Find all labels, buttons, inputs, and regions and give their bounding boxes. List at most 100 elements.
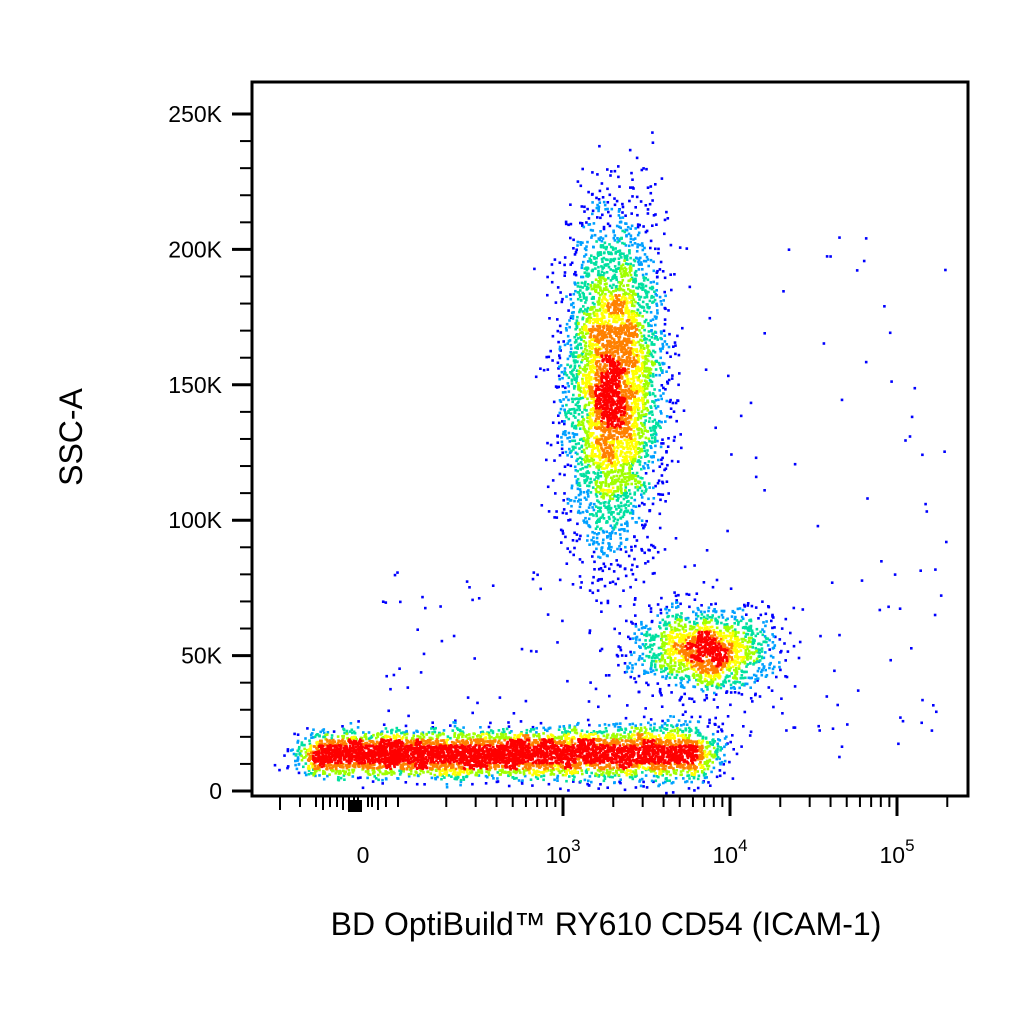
data-point (602, 256, 606, 260)
data-point (346, 736, 349, 740)
data-point (723, 771, 726, 775)
data-point (667, 672, 670, 676)
data-point (679, 602, 682, 606)
data-point (645, 358, 649, 361)
data-point (439, 605, 442, 608)
data-point (565, 329, 568, 332)
data-point (597, 532, 601, 535)
data-point (341, 725, 344, 728)
data-point (640, 467, 643, 471)
data-point (727, 634, 731, 638)
data-point (385, 771, 389, 774)
data-point (645, 413, 648, 416)
data-point (614, 582, 617, 586)
data-point (676, 727, 679, 730)
data-point (439, 773, 443, 776)
data-point (628, 251, 631, 255)
data-point (695, 728, 699, 732)
data-point (576, 419, 580, 422)
data-point (584, 327, 588, 330)
data-point (674, 683, 678, 687)
data-point (658, 268, 662, 271)
data-point (615, 498, 619, 502)
data-point (292, 752, 296, 756)
data-point (538, 737, 541, 740)
data-point (559, 291, 562, 294)
data-point (660, 645, 663, 649)
data-point (760, 670, 763, 674)
data-point (740, 669, 743, 673)
data-point (725, 674, 729, 677)
data-point (644, 643, 648, 646)
data-point (693, 620, 696, 624)
data-point (628, 723, 632, 726)
data-point (597, 485, 600, 488)
data-point (665, 771, 669, 774)
data-point (592, 356, 596, 359)
data-point (620, 491, 623, 495)
data-point (653, 404, 657, 408)
data-point (602, 246, 606, 249)
data-point (585, 471, 588, 474)
data-point (535, 770, 539, 773)
data-point (638, 436, 642, 440)
data-point (300, 758, 304, 762)
data-point (701, 689, 705, 693)
data-point (584, 770, 588, 773)
data-point (746, 602, 750, 605)
data-point (719, 749, 722, 752)
data-point (625, 234, 628, 237)
data-point (669, 273, 672, 276)
data-point (629, 289, 632, 293)
data-point (612, 269, 616, 273)
data-point (384, 734, 388, 738)
data-point (554, 301, 558, 304)
data-point (651, 729, 654, 733)
data-point (295, 753, 298, 756)
data-point (679, 667, 683, 670)
data-point (616, 518, 620, 522)
data-point (682, 663, 685, 666)
data-point (596, 461, 600, 465)
data-point (760, 647, 764, 650)
data-point (647, 721, 650, 725)
data-point (602, 225, 606, 229)
data-point (621, 474, 624, 477)
data-point (939, 594, 943, 597)
data-point (569, 316, 573, 319)
data-point (628, 316, 631, 319)
data-point (591, 591, 595, 595)
data-point (715, 751, 718, 755)
data-point (583, 267, 587, 270)
data-point (632, 187, 635, 190)
data-point (681, 713, 685, 716)
data-point (754, 634, 758, 638)
data-point (695, 678, 698, 682)
data-point (650, 638, 653, 642)
data-point (535, 726, 538, 730)
data-point (615, 722, 619, 726)
data-point (588, 723, 591, 727)
data-point (596, 273, 600, 277)
data-point (864, 360, 868, 364)
data-point (588, 503, 592, 507)
data-point (404, 731, 407, 734)
data-point (655, 304, 659, 307)
data-point (697, 679, 700, 682)
data-point (572, 445, 575, 449)
data-point (624, 654, 628, 657)
data-point (596, 499, 599, 502)
data-point (651, 400, 654, 403)
data-point (638, 657, 641, 660)
data-point (594, 318, 597, 321)
data-point (576, 337, 580, 340)
data-point (564, 433, 567, 437)
data-point (708, 721, 711, 725)
data-point (624, 545, 627, 549)
data-point (620, 504, 623, 508)
data-point (286, 766, 289, 770)
data-point (694, 670, 698, 674)
data-point (648, 486, 651, 489)
data-point (629, 585, 632, 589)
data-point (610, 252, 613, 256)
